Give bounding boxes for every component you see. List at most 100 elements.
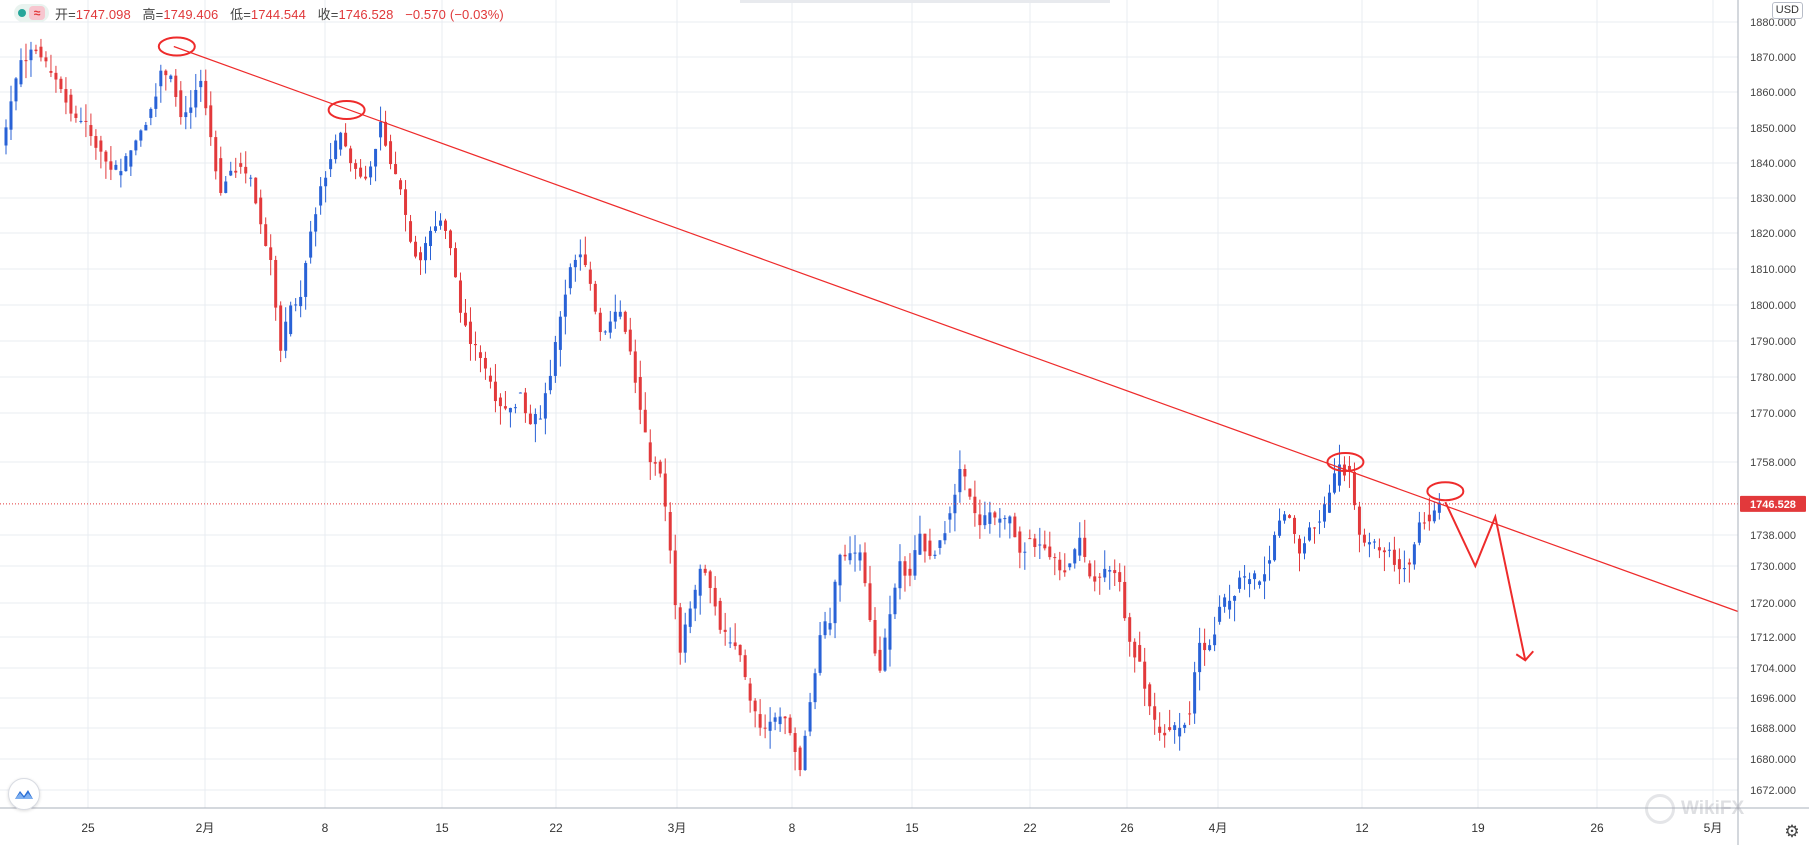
high-label: 高= xyxy=(142,6,164,22)
candle-body xyxy=(1347,465,1351,472)
y-tick-label: 1830.000 xyxy=(1750,193,1796,205)
candle-body xyxy=(663,473,667,507)
resistance-trendline xyxy=(173,45,1739,613)
candle-body xyxy=(963,468,967,477)
settings-gear-icon[interactable]: ⚙ xyxy=(1784,822,1800,841)
candle-body xyxy=(448,230,452,249)
candle-body xyxy=(1223,597,1227,607)
candle-body xyxy=(1312,527,1316,529)
candle-body xyxy=(758,714,762,728)
candle-body xyxy=(344,132,348,147)
candle-body xyxy=(269,247,273,260)
last-price-label: 1746.528 xyxy=(1750,499,1796,511)
candle-body xyxy=(913,550,917,576)
candle-body xyxy=(279,305,283,351)
candle-body xyxy=(613,311,617,322)
candle-body xyxy=(893,587,897,615)
candle-body xyxy=(838,554,842,586)
candle-body xyxy=(763,727,767,729)
open-label: 开= xyxy=(55,6,76,22)
x-tick-label: 15 xyxy=(435,821,449,835)
candle-body xyxy=(304,263,308,297)
candle-body xyxy=(1332,473,1336,493)
candle-body xyxy=(533,414,537,425)
candle-body xyxy=(1133,641,1137,658)
y-tick-label: 1720.000 xyxy=(1750,598,1796,610)
candle-body xyxy=(588,269,592,284)
candle-body xyxy=(1362,534,1366,543)
candle-body xyxy=(1153,706,1157,720)
candle-body xyxy=(1023,551,1027,553)
candle-body xyxy=(1118,572,1122,582)
candle-body xyxy=(1083,537,1087,557)
candle-body xyxy=(523,392,527,414)
candle-body xyxy=(1303,543,1307,554)
tradingview-logo-icon[interactable] xyxy=(8,778,40,810)
candle-body xyxy=(274,259,278,308)
candle-body xyxy=(264,224,268,246)
candle-body xyxy=(1392,549,1396,565)
candle-body xyxy=(1397,559,1401,570)
candle-body xyxy=(214,137,218,172)
market-status-pill[interactable]: ≈ xyxy=(14,4,49,22)
candle-body xyxy=(923,533,927,552)
watermark-text: WikiFX xyxy=(1681,798,1745,819)
candle-body xyxy=(1248,579,1252,585)
candle-body xyxy=(319,186,323,206)
y-tick-label: 1810.000 xyxy=(1750,264,1796,276)
candle-body xyxy=(733,642,737,647)
candle-body xyxy=(688,608,692,627)
candle-body xyxy=(1123,581,1127,619)
candle-body xyxy=(668,511,672,551)
candle-body xyxy=(249,177,253,179)
candle-body xyxy=(1357,506,1361,535)
ohlc-values: 开=1747.098 高=1749.406 低=1744.544 收=1746.… xyxy=(55,4,512,23)
candle-body xyxy=(773,717,777,722)
candle-body xyxy=(528,413,532,425)
candle-body xyxy=(64,89,68,103)
candle-body xyxy=(458,280,462,313)
candle-body xyxy=(424,243,428,261)
candle-body xyxy=(1188,713,1192,715)
currency-badge[interactable]: USD xyxy=(1771,2,1803,19)
x-tick-label: 26 xyxy=(1120,821,1134,835)
y-tick-label: 1738.000 xyxy=(1750,530,1796,542)
candle-body xyxy=(309,231,313,258)
candle-body xyxy=(958,468,962,493)
candle-body xyxy=(219,158,223,193)
candle-body xyxy=(683,624,687,653)
candle-body xyxy=(404,189,408,215)
y-tick-label: 1730.000 xyxy=(1750,561,1796,573)
candle-body xyxy=(284,321,288,351)
candle-body xyxy=(598,312,602,333)
candle-body xyxy=(503,406,507,409)
candle-body xyxy=(259,197,263,225)
watermark-logo-icon xyxy=(1645,794,1675,824)
x-tick-label: 8 xyxy=(322,821,329,835)
candle-body xyxy=(1203,642,1207,651)
candle-body xyxy=(1033,538,1037,548)
y-tick-label: 1780.000 xyxy=(1750,372,1796,384)
candle-body xyxy=(578,254,582,258)
candle-body xyxy=(453,248,457,278)
candle-body xyxy=(703,568,707,573)
candle-body xyxy=(553,342,557,376)
projection-path xyxy=(1444,501,1527,661)
candle-body xyxy=(518,392,522,394)
candle-body xyxy=(508,407,512,413)
candle-body xyxy=(1063,570,1067,573)
candle-body xyxy=(434,226,438,231)
candle-body xyxy=(1402,568,1406,570)
candle-body xyxy=(104,151,108,162)
candle-body xyxy=(359,167,363,177)
candle-body xyxy=(59,78,63,90)
candle-body xyxy=(558,316,562,350)
candle-body xyxy=(349,148,353,164)
close-value: 1746.528 xyxy=(338,6,394,22)
candle-body xyxy=(583,254,587,266)
x-tick-label: 22 xyxy=(549,821,563,835)
candle-body xyxy=(164,70,168,76)
candle-body xyxy=(239,163,243,167)
